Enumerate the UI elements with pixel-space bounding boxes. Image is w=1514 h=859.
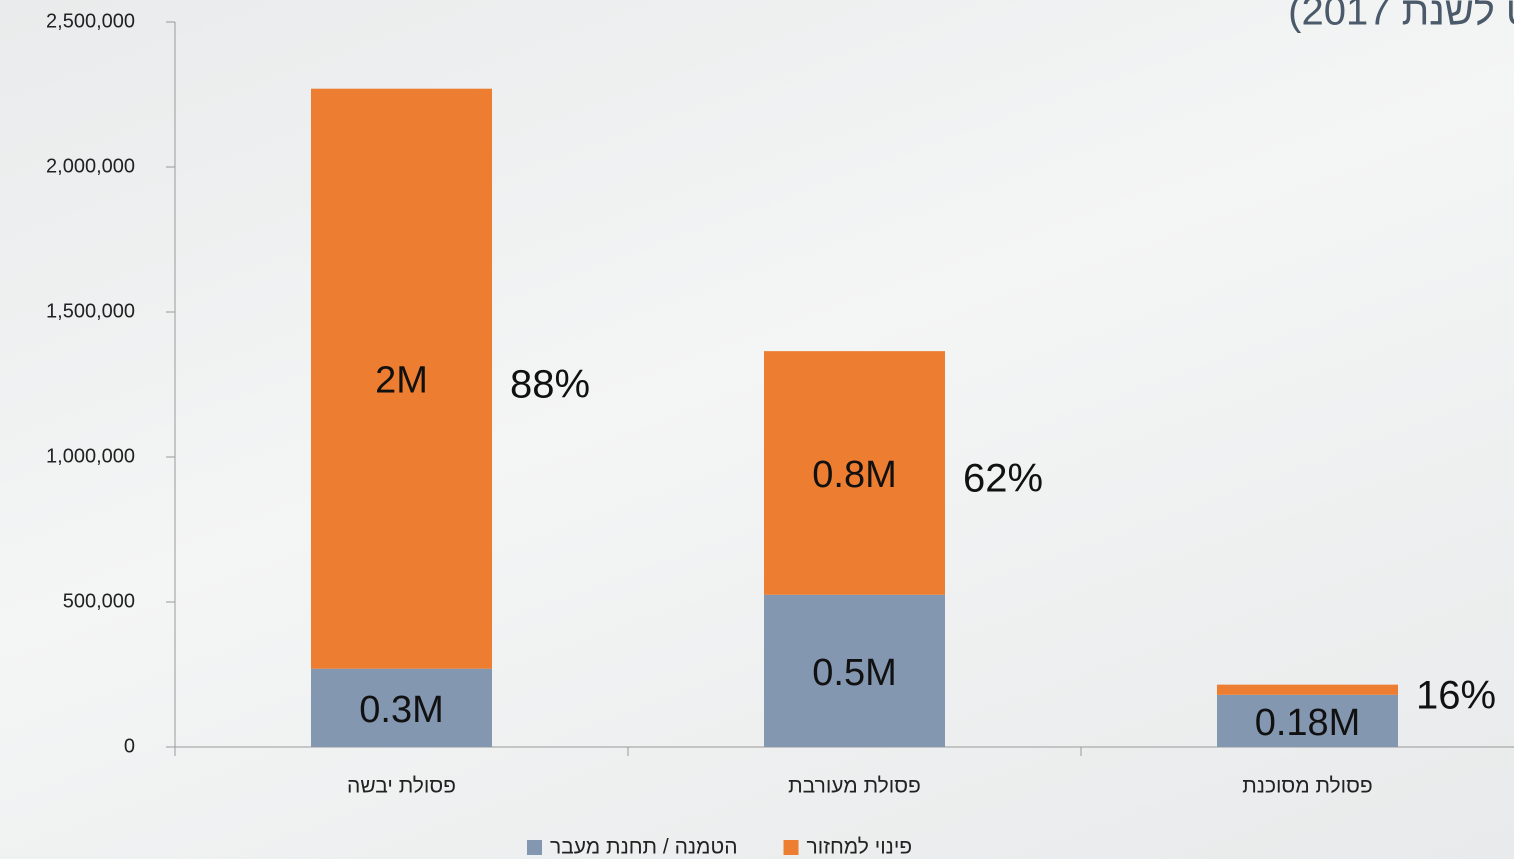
y-tick-label: 2,000,000 — [46, 155, 135, 177]
x-tick-label: פסולת יבשה — [347, 775, 456, 798]
y-tick-label: 0 — [124, 735, 135, 757]
bar-segment — [1217, 684, 1398, 695]
value-label: 0.5M — [812, 652, 896, 694]
annotation: 62% — [963, 457, 1043, 501]
x-tick-label: פסולת מעורבת — [788, 775, 921, 798]
bar-segment — [764, 594, 945, 747]
y-tick-label: 1,000,000 — [46, 445, 135, 467]
annotation: 88% — [510, 362, 590, 406]
value-label: 2M — [375, 360, 428, 402]
legend-swatch — [527, 840, 542, 855]
y-tick-label: 2,500,000 — [46, 10, 135, 32]
x-tick-label: פסולת מסוכנת — [1242, 775, 1372, 798]
y-tick-label: 1,500,000 — [46, 300, 135, 322]
value-label: 0.18M — [1255, 702, 1361, 744]
annotation: 16% — [1416, 673, 1496, 717]
chart-title: ט לשנת 2017) — [1288, 0, 1514, 34]
value-label: 0.8M — [812, 454, 896, 496]
legend-label: פינוי למחזור — [807, 836, 913, 859]
legend-swatch — [783, 840, 799, 855]
y-tick-label: 500,000 — [63, 590, 135, 612]
value-label: 0.3M — [359, 689, 443, 731]
bar-segment — [311, 668, 492, 747]
bar-segment — [1217, 694, 1398, 747]
bar-segment — [311, 88, 492, 669]
bar-segment — [764, 351, 945, 595]
legend-label: הטמנה / תחנת מעבר — [550, 836, 738, 859]
